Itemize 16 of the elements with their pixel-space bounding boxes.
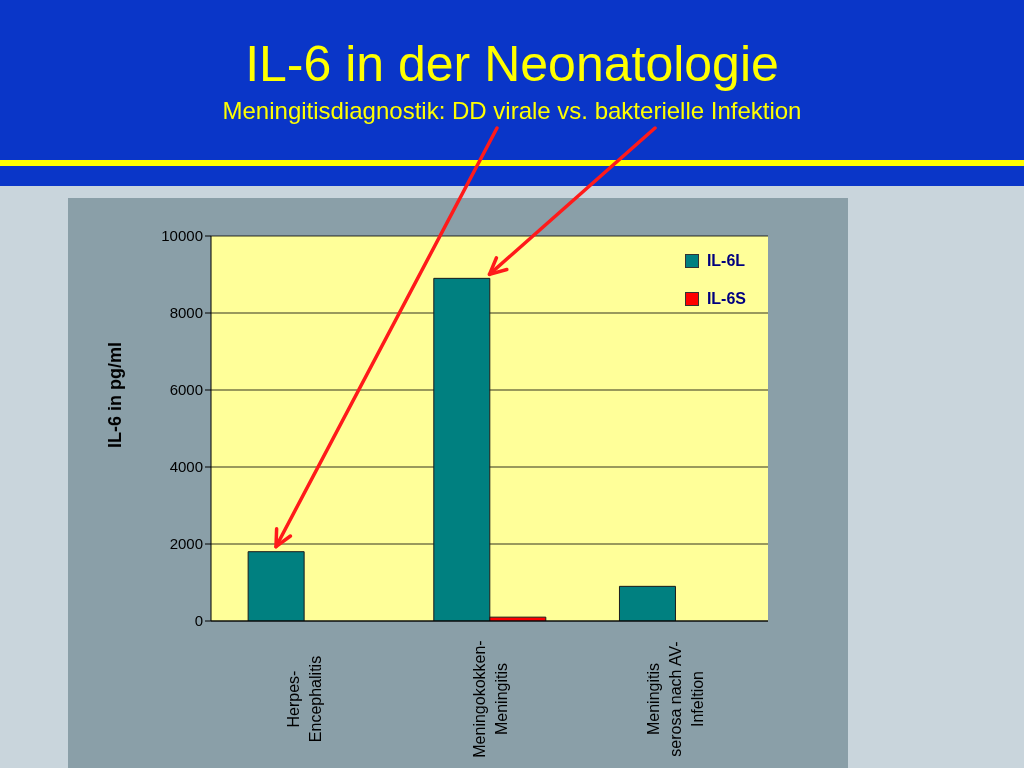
legend-label: IL-6S — [706, 290, 746, 308]
y-tick-label: 10000 — [161, 227, 203, 245]
chart-subtitle: Meningitisdiagnostik: DD virale vs. bakterielle Infektion — [221, 97, 803, 124]
y-tick-label: 2000 — [169, 535, 203, 553]
y-tick-label: 0 — [194, 612, 203, 630]
y-axis-title: IL-6 in pg/ml — [105, 342, 125, 448]
y-tick-label: 4000 — [169, 458, 203, 476]
x-tick-label: Meningokokken-Meningitis — [470, 640, 509, 758]
legend-label: IL-6L — [706, 252, 746, 270]
y-tick-label: 6000 — [169, 381, 203, 399]
x-tick-label: Herpes-Encephalitis — [284, 655, 324, 743]
bar — [247, 551, 305, 621]
chart-title: IL-6 in der Neonatologie — [244, 36, 780, 92]
x-tick-label: Meningitis serosa nach AV-Infeltion — [644, 641, 706, 757]
bar — [618, 585, 676, 621]
y-tick-label: 8000 — [169, 304, 203, 322]
